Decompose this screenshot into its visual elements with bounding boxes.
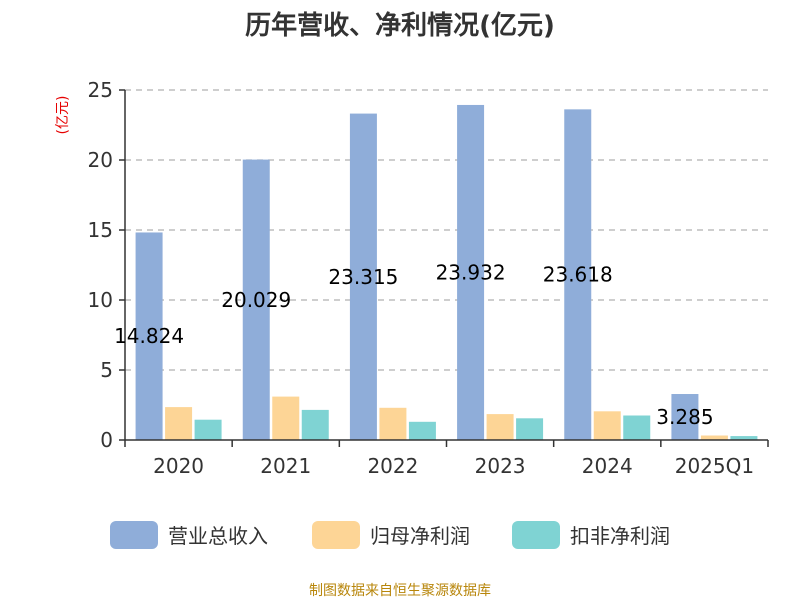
legend-label: 扣非净利润: [570, 524, 670, 548]
legend-swatch: [312, 521, 360, 549]
x-tick-label: 2021: [260, 454, 311, 478]
data-label-2020: 14.824: [114, 324, 184, 348]
bars: [135, 104, 758, 441]
bar-1-2025Q1: [671, 394, 699, 440]
data-label-2021: 20.029: [221, 288, 291, 312]
y-tick-label: 10: [88, 288, 113, 312]
bar-3-2022: [408, 421, 436, 440]
legend-item-2: 归母净利润: [312, 521, 470, 549]
chart-title: 历年营收、净利情况(亿元): [245, 10, 555, 41]
bar-2-2020: [165, 407, 193, 440]
bar-1-2021: [242, 159, 270, 440]
bar-3-2023: [516, 418, 544, 440]
data-label-2024: 23.618: [543, 263, 613, 287]
y-tick-label: 20: [88, 148, 113, 172]
data-label-2023: 23.932: [436, 260, 506, 284]
data-labels: 14.824 20.029 23.315 23.932 23.618 3.285: [114, 260, 713, 429]
legend-swatch: [512, 521, 560, 549]
bar-2-2024: [593, 411, 621, 440]
x-tick-label: 2025Q1: [675, 454, 754, 478]
data-label-2022: 23.315: [328, 265, 398, 289]
y-tick-label: 5: [100, 358, 113, 382]
bar-1-2020: [135, 232, 163, 440]
bar-2-2022: [379, 407, 407, 440]
y-tick-label: 25: [88, 78, 113, 102]
legend: 营业总收入 归母净利润 扣非净利润: [110, 521, 670, 549]
legend-item-1: 营业总收入: [110, 521, 268, 549]
grid: [125, 89, 768, 371]
data-label-2025Q1: 3.285: [656, 405, 713, 429]
legend-swatch: [110, 521, 158, 549]
bar-1-2022: [349, 113, 377, 440]
y-tick-label: 0: [100, 428, 113, 452]
legend-label: 归母净利润: [370, 524, 470, 548]
legend-item-3: 扣非净利润: [512, 521, 670, 549]
bar-2-2023: [486, 414, 514, 440]
data-source-note: 制图数据来自恒生聚源数据库: [309, 583, 491, 599]
x-tick-label: 2023: [475, 454, 526, 478]
bar-3-2020: [194, 419, 222, 440]
y-tick-label: 15: [88, 218, 113, 242]
bar-3-2024: [623, 415, 651, 440]
x-tick-label: 2020: [153, 454, 204, 478]
bar-3-2025Q1: [730, 436, 758, 440]
x-tick-label: 2022: [367, 454, 418, 478]
bar-2-2021: [272, 396, 300, 440]
axes: 0 5 10 15 20 25 2020 2021 2022 2023 2024 2025Q1: [88, 78, 769, 478]
x-tick-label: 2024: [582, 454, 633, 478]
y-axis-unit-label: (亿元): [55, 96, 71, 135]
legend-label: 营业总收入: [168, 524, 268, 548]
bar-2-2025Q1: [700, 435, 728, 440]
bar-1-2024: [564, 109, 592, 441]
bar-1-2023: [457, 104, 485, 441]
bar-3-2021: [301, 409, 329, 440]
